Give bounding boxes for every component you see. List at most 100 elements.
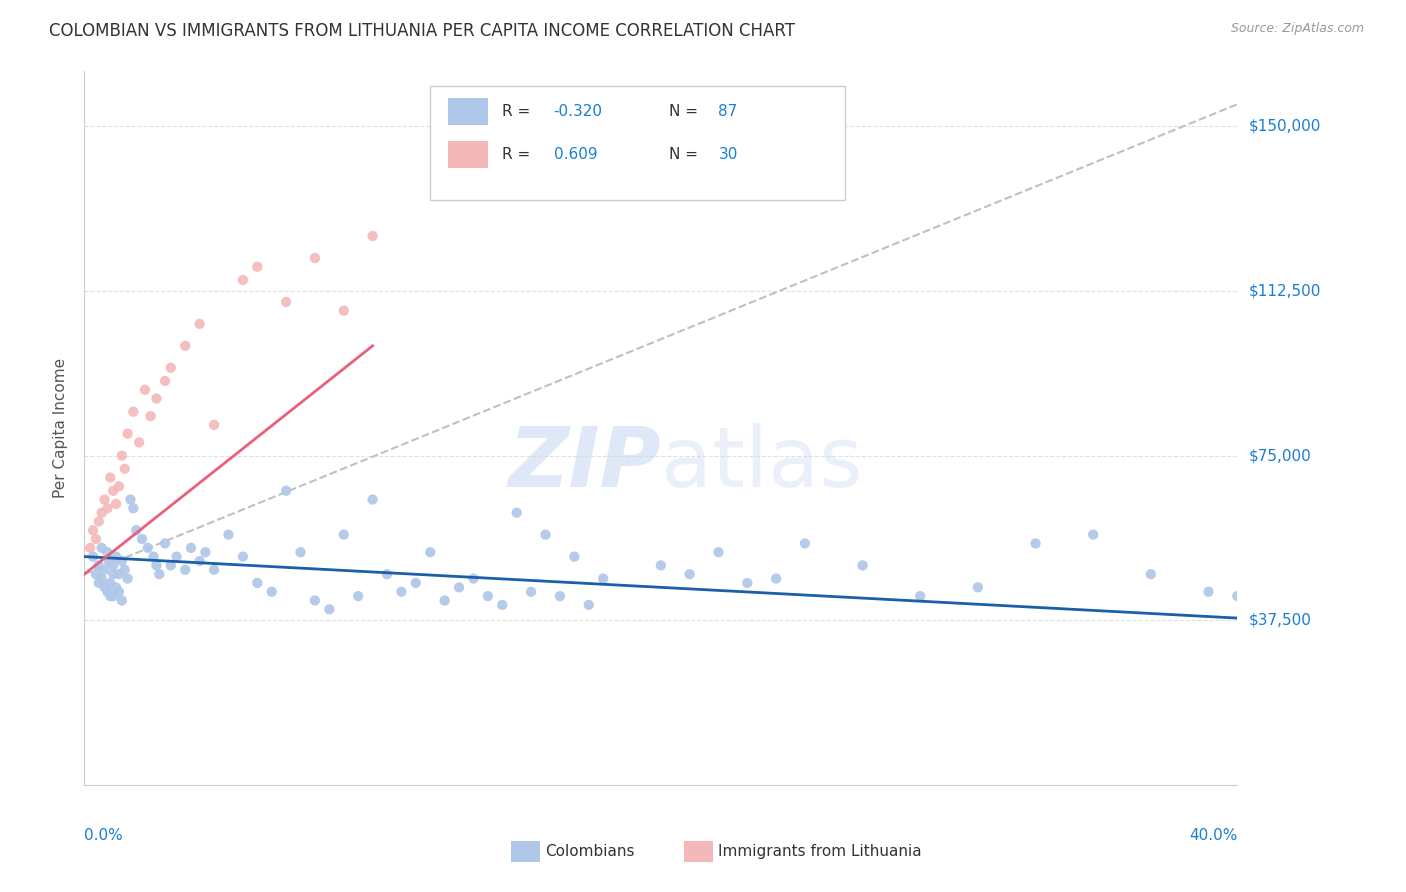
Point: [852, 558, 875, 573]
Point: [1025, 536, 1047, 550]
Text: N =: N =: [669, 103, 703, 119]
Point: [96, 545, 118, 559]
Point: [433, 593, 456, 607]
Text: 30: 30: [718, 146, 738, 161]
Point: [103, 558, 124, 573]
Point: [188, 317, 211, 331]
Point: [96, 584, 118, 599]
Point: [534, 527, 557, 541]
Point: [333, 527, 356, 541]
Point: [707, 545, 730, 559]
Point: [548, 589, 571, 603]
Text: ZIP: ZIP: [508, 424, 661, 504]
Point: [125, 523, 148, 537]
Point: [98, 589, 121, 603]
Text: -0.320: -0.320: [554, 103, 603, 119]
Point: [93, 580, 115, 594]
Point: [679, 567, 702, 582]
Point: [96, 501, 118, 516]
Point: [794, 536, 817, 550]
Text: Colombians: Colombians: [546, 844, 636, 859]
Point: [188, 554, 211, 568]
Text: $37,500: $37,500: [1249, 613, 1312, 628]
Point: [202, 417, 225, 432]
Point: [304, 251, 326, 265]
Point: [333, 303, 356, 318]
Point: [131, 532, 153, 546]
Point: [117, 426, 139, 441]
Text: 0.609: 0.609: [554, 146, 598, 161]
Text: atlas: atlas: [661, 424, 862, 504]
Point: [318, 602, 340, 616]
Point: [180, 541, 202, 555]
Point: [134, 383, 156, 397]
Point: [105, 549, 128, 564]
Bar: [510, 840, 540, 862]
Point: [1226, 589, 1249, 603]
Point: [98, 576, 121, 591]
Point: [111, 593, 134, 607]
Point: [98, 470, 121, 484]
Point: [148, 567, 170, 582]
Point: [290, 545, 312, 559]
Point: [153, 374, 176, 388]
Text: Source: ZipAtlas.com: Source: ZipAtlas.com: [1230, 22, 1364, 36]
Point: [1284, 572, 1306, 586]
Text: $75,000: $75,000: [1249, 448, 1312, 463]
Point: [194, 545, 217, 559]
Point: [361, 229, 384, 244]
Point: [139, 409, 162, 423]
Point: [218, 527, 240, 541]
Bar: [683, 840, 713, 862]
Point: [122, 501, 145, 516]
Point: [87, 576, 110, 591]
Point: [276, 294, 298, 309]
Point: [391, 584, 413, 599]
Point: [520, 584, 543, 599]
Point: [79, 541, 101, 555]
Point: [260, 584, 283, 599]
Point: [967, 580, 990, 594]
Point: [564, 549, 586, 564]
Point: [114, 563, 136, 577]
Point: [120, 492, 142, 507]
Point: [174, 563, 197, 577]
Point: [105, 580, 128, 594]
Point: [87, 515, 110, 529]
Point: [166, 549, 188, 564]
Point: [1256, 589, 1278, 603]
Point: [1399, 593, 1406, 607]
Point: [87, 558, 110, 573]
Point: [103, 567, 124, 582]
Point: [136, 541, 159, 555]
Point: [142, 549, 165, 564]
Point: [82, 523, 104, 537]
Point: [375, 567, 398, 582]
Point: [1313, 580, 1336, 594]
Text: COLOMBIAN VS IMMIGRANTS FROM LITHUANIA PER CAPITA INCOME CORRELATION CHART: COLOMBIAN VS IMMIGRANTS FROM LITHUANIA P…: [49, 22, 796, 40]
Point: [232, 549, 254, 564]
Text: 40.0%: 40.0%: [1189, 828, 1237, 843]
FancyBboxPatch shape: [430, 86, 845, 200]
Text: $150,000: $150,000: [1249, 119, 1320, 134]
Point: [84, 567, 107, 582]
Point: [111, 449, 134, 463]
Point: [90, 572, 112, 586]
Point: [910, 589, 932, 603]
Point: [491, 598, 513, 612]
Point: [449, 580, 471, 594]
Point: [506, 506, 529, 520]
Point: [160, 360, 183, 375]
Point: [347, 589, 370, 603]
Point: [90, 541, 112, 555]
Point: [90, 506, 112, 520]
Point: [122, 405, 145, 419]
Point: [1371, 589, 1393, 603]
Point: [114, 462, 136, 476]
Point: [650, 558, 672, 573]
Point: [1140, 567, 1163, 582]
Point: [276, 483, 298, 498]
Point: [304, 593, 326, 607]
Bar: [447, 98, 488, 125]
Point: [97, 554, 120, 568]
